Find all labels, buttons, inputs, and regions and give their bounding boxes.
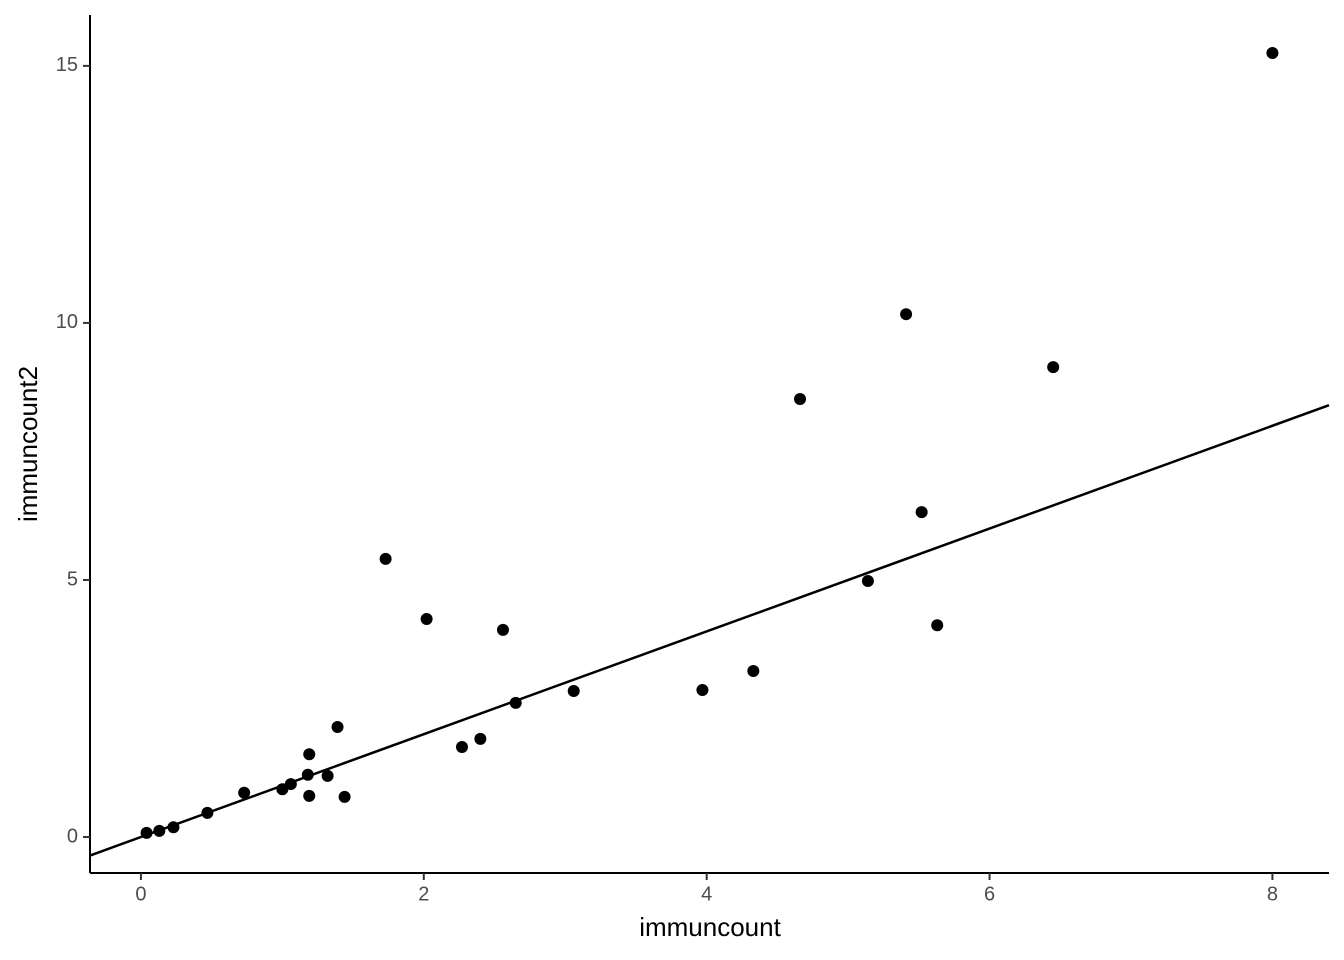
point	[1266, 47, 1279, 60]
point	[794, 393, 807, 406]
point	[1047, 361, 1060, 374]
reference-line	[89, 404, 1330, 857]
point	[420, 613, 433, 626]
point	[303, 789, 316, 802]
point	[900, 308, 913, 321]
point	[331, 721, 344, 734]
point	[238, 786, 251, 799]
point	[455, 741, 468, 754]
point	[474, 732, 487, 745]
point	[696, 683, 709, 696]
point	[201, 806, 214, 819]
point	[153, 824, 166, 837]
x-tick-label: 4	[701, 883, 712, 905]
y-tick-label: 5	[67, 568, 78, 590]
y-tick-label: 10	[56, 311, 78, 333]
point	[276, 783, 289, 796]
point	[321, 769, 334, 782]
y-tick-label: 0	[67, 825, 78, 847]
x-tick-label: 8	[1267, 883, 1278, 905]
y-tick-label: 15	[56, 54, 78, 76]
point	[931, 619, 944, 632]
x-tick-label: 0	[135, 883, 146, 905]
point	[301, 768, 314, 781]
point	[567, 685, 580, 698]
point	[379, 552, 392, 565]
point	[338, 790, 351, 803]
point	[303, 748, 316, 761]
point	[861, 575, 874, 588]
x-tick-label: 6	[984, 883, 995, 905]
point	[747, 664, 760, 677]
point	[509, 696, 522, 709]
point	[140, 826, 153, 839]
point	[167, 821, 180, 834]
point	[497, 623, 509, 636]
x-tick-label: 2	[418, 883, 429, 905]
y-axis-title: immuncount2	[13, 366, 43, 522]
point	[915, 506, 928, 519]
x-axis-title: immuncount	[639, 912, 781, 942]
